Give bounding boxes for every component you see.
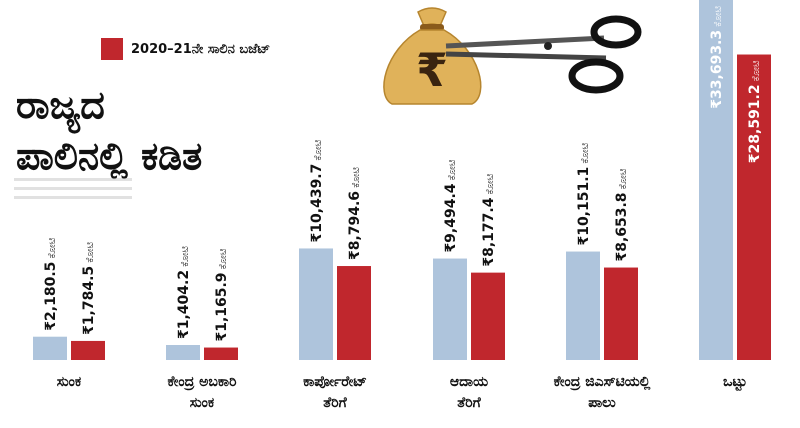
value-label-previous-4: ₹10,151.1 ಕೋಟಿ bbox=[576, 142, 592, 245]
bar-previous-5 bbox=[699, 0, 733, 360]
money-bag-icon: ₹ bbox=[383, 7, 482, 105]
value-label-previous-1: ₹1,404.2 ಕೋಟಿ bbox=[176, 246, 192, 339]
bar-previous-1 bbox=[166, 344, 200, 360]
value-label-previous-3: ₹9,494.4 ಕೋಟಿ bbox=[443, 159, 459, 252]
value-label-budget-2: ₹8,794.6 ಕೋಟಿ bbox=[347, 167, 363, 260]
headline-line-1: ರಾಜ್ಯದ bbox=[16, 83, 105, 127]
bar-previous-4 bbox=[566, 251, 600, 360]
headline-line-2: ಪಾಲಿನಲ್ಲಿ ಕಡಿತ bbox=[16, 134, 203, 178]
legend-swatch bbox=[101, 38, 123, 60]
legend-label: 2020–21ನೇ ಸಾಲಿನ ಬಜೆಟ್ bbox=[131, 41, 271, 57]
value-label-budget-0: ₹1,784.5 ಕೋಟಿ bbox=[81, 242, 97, 335]
bar-previous-0 bbox=[33, 336, 67, 360]
value-labels-layer: ₹2,180.5 ಕೋಟಿ ₹1,784.5 ಕೋಟಿ ₹1,404.2 ಕೋಟಿ ₹… bbox=[43, 6, 763, 342]
value-label-previous-5: ₹33,693.3 ಕೋಟಿ bbox=[709, 6, 725, 109]
value-label-budget-1: ₹1,165.9 ಕೋಟಿ bbox=[214, 248, 230, 341]
bar-budget-4 bbox=[604, 267, 638, 360]
bar-budget-0 bbox=[71, 340, 105, 360]
value-label-budget-4: ₹8,653.8 ಕೋಟಿ bbox=[614, 168, 630, 261]
bar-previous-2 bbox=[299, 248, 333, 360]
category-label-2: ಕಾರ್ಪೋರೇಟ್ ತೆರಿಗೆ bbox=[303, 374, 367, 411]
value-label-previous-0: ₹2,180.5 ಕೋಟಿ bbox=[43, 237, 59, 330]
bars-layer bbox=[33, 0, 771, 361]
value-label-budget-5: ₹28,591.2 ಕೋಟಿ bbox=[747, 60, 763, 163]
chart-legend: 2020–21ನೇ ಸಾಲಿನ ಬಜೆಟ್ bbox=[101, 38, 270, 60]
category-label-0: ಸುಂಕ bbox=[56, 374, 82, 390]
bar-previous-3 bbox=[433, 258, 467, 360]
category-label-1: ಕೇಂದ್ರ ಅಬಕಾರಿ ಸುಂಕ bbox=[167, 374, 237, 411]
scissors-icon bbox=[445, 15, 642, 94]
rupee-icon: ₹ bbox=[416, 43, 448, 97]
bar-budget-3 bbox=[471, 272, 505, 360]
category-label-4: ಕೇಂದ್ರ ಜಿಎಸ್‌ಟಿಯಲ್ಲಿ ಪಾಲು bbox=[553, 374, 651, 411]
category-label-3: ಆದಾಯ ತೆರಿಗೆ bbox=[449, 374, 489, 411]
category-label-5: ಒಟ್ಟು bbox=[722, 374, 747, 390]
bar-budget-5 bbox=[737, 54, 771, 361]
bar-budget-1 bbox=[204, 347, 238, 360]
bar-budget-2 bbox=[337, 266, 371, 360]
value-label-budget-3: ₹8,177.4 ಕೋಟಿ bbox=[481, 173, 497, 266]
decorative-lines bbox=[14, 172, 132, 199]
value-label-previous-2: ₹10,439.7 ಕೋಟಿ bbox=[309, 139, 325, 242]
